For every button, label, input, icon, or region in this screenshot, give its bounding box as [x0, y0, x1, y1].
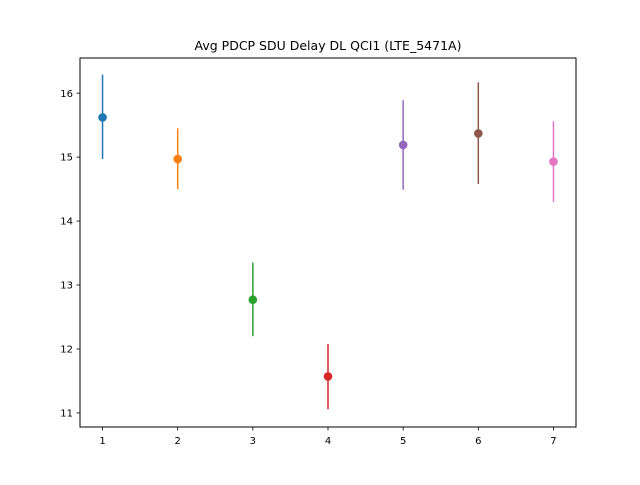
y-tick-label: 16 — [60, 89, 73, 100]
data-point-group-5 — [398, 100, 408, 190]
x-tick-label: 3 — [250, 436, 256, 447]
data-point-5 — [398, 140, 408, 150]
data-point-2 — [173, 154, 182, 164]
chart-title: Avg PDCP SDU Delay DL QCI1 (LTE_5471A) — [195, 38, 462, 53]
x-tick-label: 4 — [325, 436, 331, 447]
x-tick-label: 6 — [475, 436, 481, 447]
data-point-group-4 — [323, 343, 333, 410]
data-point-group-7 — [549, 121, 558, 202]
y-axis: 11 12 13 14 15 16 — [60, 89, 80, 420]
data-point-7 — [549, 157, 558, 166]
data-point-1 — [98, 113, 107, 122]
y-tick-label: 12 — [60, 345, 73, 356]
data-point-4 — [323, 372, 333, 381]
data-point-group-6 — [474, 82, 483, 184]
data-point-group-3 — [248, 262, 258, 337]
y-tick-label: 13 — [60, 281, 73, 292]
data-point-6 — [474, 129, 483, 138]
y-tick-label: 11 — [60, 409, 73, 420]
data-point-group-2 — [173, 128, 182, 190]
data-point-group-1 — [98, 74, 107, 160]
y-tick-label: 15 — [60, 153, 73, 164]
x-tick-label: 5 — [400, 436, 406, 447]
data-point-3 — [248, 295, 258, 305]
y-tick-label: 14 — [60, 217, 73, 228]
plot-area — [98, 74, 558, 410]
x-axis: 1 2 3 4 5 6 7 — [99, 427, 557, 447]
x-tick-label: 7 — [550, 436, 556, 447]
x-tick-label: 1 — [99, 436, 105, 447]
x-tick-label: 2 — [175, 436, 181, 447]
